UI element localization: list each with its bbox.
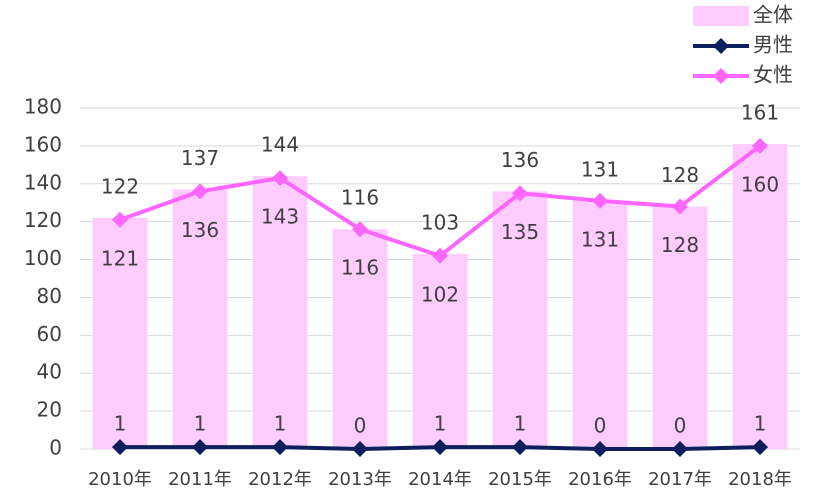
- legend-swatch: [693, 6, 749, 26]
- marker: [752, 137, 768, 154]
- bar-label: 136: [501, 148, 539, 172]
- line-label: 131: [581, 227, 619, 251]
- legend-marker: [713, 38, 729, 54]
- bar: [572, 200, 628, 449]
- marker: [192, 439, 208, 456]
- marker: [352, 221, 368, 238]
- line-label: 0: [354, 414, 367, 438]
- marker: [272, 170, 288, 187]
- line-label: 0: [594, 414, 607, 438]
- x-tick-label: 2011年: [168, 469, 232, 490]
- line-label: 136: [181, 218, 219, 242]
- marker: [512, 439, 528, 456]
- line-label: 128: [661, 233, 699, 257]
- bar: [412, 253, 468, 449]
- y-tick-label: 0: [49, 436, 62, 460]
- x-tick-label: 2016年: [568, 469, 632, 490]
- x-tick-label: 2013年: [328, 469, 392, 490]
- marker: [672, 441, 688, 457]
- marker: [592, 192, 608, 209]
- line-label: 160: [741, 172, 779, 196]
- line-label: 1: [514, 412, 527, 436]
- y-tick-label: 140: [24, 170, 62, 194]
- line-label: 1: [434, 412, 447, 436]
- legend-label: 女性: [753, 63, 793, 87]
- legend-label: 全体: [753, 3, 793, 27]
- line-label: 135: [501, 220, 539, 244]
- line-label: 1: [114, 412, 127, 436]
- bar-label: 131: [581, 157, 619, 181]
- marker: [432, 439, 448, 456]
- y-tick-label: 80: [37, 284, 62, 308]
- marker: [592, 441, 608, 457]
- marker: [192, 183, 208, 200]
- x-tick-label: 2018年: [728, 469, 792, 490]
- bar-label: 144: [261, 133, 299, 157]
- y-tick-label: 160: [24, 132, 62, 156]
- bar-label: 128: [661, 163, 699, 187]
- bar: [92, 217, 148, 449]
- marker: [112, 439, 128, 456]
- bar: [732, 143, 788, 449]
- y-tick-label: 40: [37, 360, 62, 384]
- line-label: 1: [274, 412, 287, 436]
- x-tick-label: 2014年: [408, 469, 472, 490]
- line-label: 121: [101, 246, 139, 270]
- x-tick-label: 2012年: [248, 469, 312, 490]
- bar-label: 103: [421, 210, 459, 234]
- bar: [252, 176, 308, 449]
- x-tick-label: 2015年: [488, 469, 552, 490]
- bar: [332, 229, 388, 449]
- bar-label: 137: [181, 146, 219, 170]
- bar: [652, 206, 708, 449]
- marker: [432, 247, 448, 264]
- y-tick-label: 120: [24, 208, 62, 232]
- marker: [112, 211, 128, 228]
- marker: [352, 441, 368, 457]
- line-label: 1: [194, 412, 207, 436]
- line-label: 116: [341, 256, 379, 280]
- x-tick-label: 2010年: [88, 469, 152, 490]
- bar: [492, 191, 548, 449]
- y-tick-label: 180: [24, 95, 62, 119]
- bar-label: 122: [101, 174, 139, 198]
- legend-label: 男性: [753, 33, 793, 57]
- bar-label: 116: [341, 186, 379, 210]
- bar-label: 161: [741, 100, 779, 124]
- line-label: 0: [674, 414, 687, 438]
- y-tick-label: 60: [37, 322, 62, 346]
- y-tick-label: 20: [37, 398, 62, 422]
- marker: [272, 439, 288, 456]
- y-tick-label: 100: [24, 246, 62, 270]
- marker: [752, 439, 768, 456]
- marker: [672, 198, 688, 215]
- x-tick-label: 2017年: [648, 469, 712, 490]
- line-label: 143: [261, 205, 299, 229]
- bar: [172, 189, 228, 449]
- line-label: 102: [421, 282, 459, 306]
- line-label: 1: [754, 412, 767, 436]
- marker: [512, 185, 528, 202]
- legend-marker: [713, 68, 729, 84]
